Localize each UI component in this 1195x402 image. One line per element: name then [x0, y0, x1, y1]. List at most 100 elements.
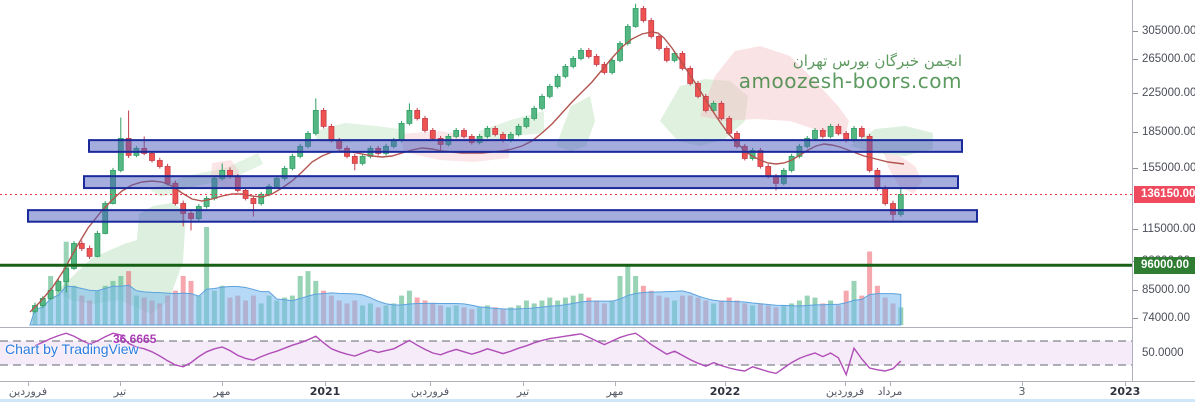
- time-axis-label: تیر: [113, 385, 127, 398]
- candle-body: [156, 160, 163, 167]
- candle-body: [601, 64, 608, 73]
- candle-body: [94, 233, 101, 257]
- time-axis-tick: [523, 382, 524, 386]
- tradingview-attribution-link[interactable]: Chart by TradingView: [5, 341, 139, 357]
- candle-body: [812, 130, 818, 139]
- time-axis-label: فروردین: [410, 385, 450, 398]
- candle-body: [609, 60, 616, 73]
- candle-body: [562, 66, 569, 77]
- candle-body: [461, 130, 467, 137]
- last-price-label: 136150.00: [1134, 185, 1195, 203]
- rsi-current-value: 36.6665: [113, 332, 157, 346]
- candle-body: [398, 123, 405, 141]
- candle-body: [624, 26, 631, 44]
- level-price-text: 96000.00: [1141, 258, 1189, 271]
- price-axis-tick: [1133, 289, 1138, 291]
- candle-body: [866, 136, 873, 171]
- time-axis-tick: [725, 382, 726, 386]
- time-axis-tick: [325, 382, 326, 386]
- time-axis-tick: [1125, 382, 1126, 386]
- price-axis-label: 115000.00: [1142, 222, 1195, 235]
- candle-body: [570, 58, 577, 67]
- candle-body: [258, 193, 265, 204]
- candle-body: [203, 198, 210, 207]
- candle-body: [32, 305, 38, 312]
- candle-body: [539, 95, 545, 109]
- candle-body: [765, 166, 772, 177]
- candle-body: [289, 155, 296, 169]
- candle-body: [78, 243, 85, 249]
- time-axis[interactable]: فروردین تیر مهر 2021 فروردین تیر مهر 2022 فروردی…: [0, 381, 1195, 398]
- candle-body: [718, 102, 725, 119]
- time-axis-tick: [430, 382, 431, 386]
- price-axis-label: 185000.00: [1142, 126, 1195, 139]
- candle-body: [531, 107, 538, 119]
- ichimoku-cloud: [556, 96, 595, 151]
- candle-body: [788, 155, 795, 171]
- time-axis-label: 2022: [709, 385, 741, 398]
- rsi-pane[interactable]: [0, 329, 1132, 381]
- price-pane[interactable]: [0, 0, 1132, 327]
- price-axis-label: 265000.00: [1142, 53, 1195, 66]
- supply-demand-zone[interactable]: [83, 175, 959, 190]
- time-axis-tick: [222, 382, 223, 386]
- candle-body: [414, 110, 421, 119]
- rsi-line: [34, 332, 902, 377]
- price-axis-tick: [1133, 132, 1138, 134]
- rsi-band: [0, 341, 1132, 365]
- candle-body: [695, 83, 701, 97]
- candle-body: [117, 138, 124, 171]
- level-price-label: 96000.00: [1134, 256, 1195, 274]
- candle-body: [320, 110, 327, 127]
- ichimoku-cloud: [58, 203, 186, 314]
- price-axis-label: 225000.00: [1142, 86, 1195, 99]
- candle-body: [429, 130, 436, 139]
- candle-body: [819, 130, 826, 137]
- last-price-text: 136150.00: [1141, 187, 1195, 200]
- price-axis-tick: [1133, 31, 1138, 32]
- price-axis-label: 74000.00: [1142, 312, 1190, 324]
- candle-body: [63, 268, 70, 282]
- candle-body: [492, 128, 499, 135]
- price-axis-tick: [1133, 318, 1138, 319]
- candle-body: [593, 56, 600, 65]
- time-axis-label: 2023: [1109, 385, 1141, 398]
- supply-demand-zone[interactable]: [27, 209, 978, 223]
- candle-body: [554, 75, 561, 87]
- time-axis-tick: [120, 382, 121, 386]
- candle-body: [851, 128, 857, 141]
- candle-body: [656, 36, 662, 49]
- pane-separator[interactable]: [0, 327, 1132, 328]
- candle-body: [546, 86, 553, 97]
- time-axis-label: مهر: [606, 385, 624, 398]
- price-axis-tick: [1133, 228, 1138, 230]
- volume-ma-area: [29, 284, 902, 326]
- candle-body: [523, 118, 530, 127]
- candle-body: [640, 8, 647, 21]
- time-axis-label: فروردین: [825, 385, 865, 398]
- price-axis-tick: [1133, 168, 1138, 170]
- candle-body: [351, 155, 358, 164]
- price-axis-tick: [1133, 92, 1138, 94]
- candle-body: [882, 188, 889, 204]
- bottom-strip: [0, 399, 1195, 402]
- time-axis-label: فروردین: [8, 385, 48, 398]
- candle-body: [648, 20, 655, 37]
- time-axis-tick: [845, 382, 846, 386]
- price-axis[interactable]: 136150.00 96000.00 50.0000 305000.00 2650…: [1132, 0, 1195, 381]
- time-axis-label: 2021: [309, 385, 341, 398]
- candle-body: [359, 155, 366, 164]
- candle-body: [149, 153, 155, 161]
- price-axis-label: 305000.00: [1142, 25, 1195, 37]
- candle-body: [453, 130, 460, 137]
- rsi-axis-tick: 50.0000: [1142, 347, 1184, 359]
- supply-demand-zone[interactable]: [88, 139, 963, 153]
- time-axis-tick: [615, 382, 616, 386]
- candle-body: [250, 198, 257, 204]
- candle-body: [422, 118, 428, 131]
- candle-body: [328, 125, 335, 141]
- candle-body: [515, 125, 522, 135]
- candle-body: [312, 110, 319, 134]
- candle-body: [835, 125, 842, 134]
